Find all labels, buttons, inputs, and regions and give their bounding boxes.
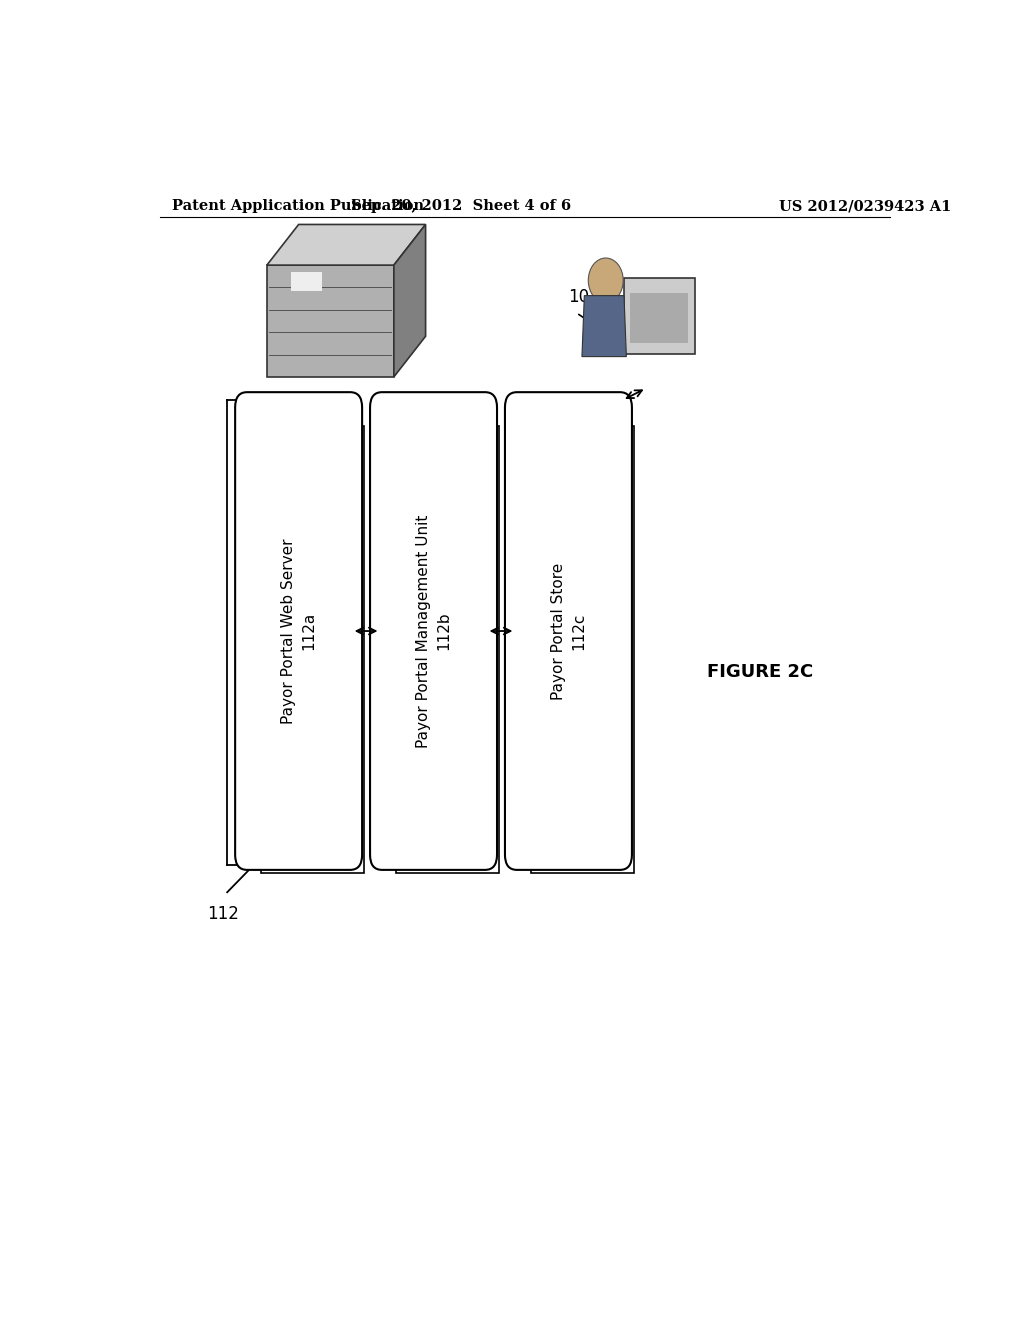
- Polygon shape: [267, 224, 426, 265]
- Polygon shape: [394, 224, 426, 378]
- Text: 102b: 102b: [568, 288, 610, 306]
- Bar: [261, 426, 365, 873]
- Text: FIGURE 2C: FIGURE 2C: [708, 663, 814, 681]
- FancyBboxPatch shape: [370, 392, 497, 870]
- Text: Payor Portal Store
112c: Payor Portal Store 112c: [551, 562, 586, 700]
- Text: Payor Portal Management Unit
112b: Payor Portal Management Unit 112b: [416, 515, 451, 747]
- Text: Sep. 20, 2012  Sheet 4 of 6: Sep. 20, 2012 Sheet 4 of 6: [351, 199, 571, 213]
- Text: 112: 112: [207, 906, 240, 924]
- FancyBboxPatch shape: [236, 392, 362, 870]
- Circle shape: [588, 257, 624, 302]
- Bar: [396, 426, 500, 873]
- Text: Patent Application Publication: Patent Application Publication: [172, 199, 424, 213]
- Text: US 2012/0239423 A1: US 2012/0239423 A1: [778, 199, 951, 213]
- Bar: [531, 426, 634, 873]
- Text: Payor Portal Web Server
112a: Payor Portal Web Server 112a: [282, 539, 316, 723]
- Polygon shape: [267, 265, 394, 378]
- FancyBboxPatch shape: [624, 277, 695, 354]
- Bar: [291, 272, 323, 290]
- Polygon shape: [582, 296, 627, 356]
- Bar: [630, 293, 688, 343]
- FancyBboxPatch shape: [505, 392, 632, 870]
